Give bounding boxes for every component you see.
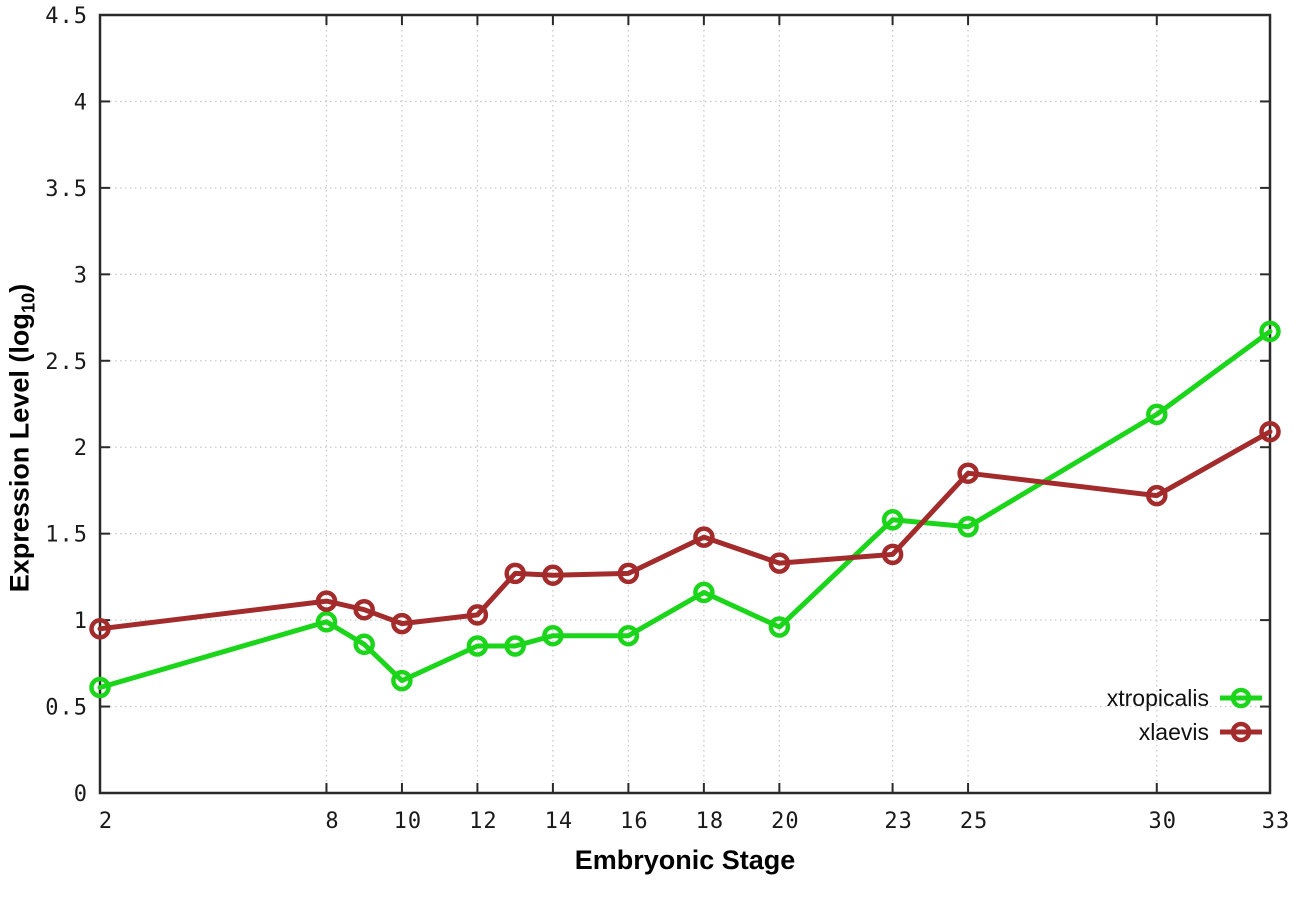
data-point-xlaevis xyxy=(768,552,791,574)
series-line-xlaevis xyxy=(97,429,1273,632)
y-tick-label: 1 xyxy=(74,609,88,634)
data-point-xtropicalis xyxy=(1146,403,1168,426)
x-axis-title: Embryonic Stage xyxy=(574,845,796,875)
data-point-xlaevis xyxy=(466,604,489,626)
data-point-xlaevis xyxy=(504,562,526,585)
x-tick-label: 33 xyxy=(1262,809,1291,834)
data-point-xlaevis xyxy=(542,564,564,586)
data-point-xtropicalis xyxy=(353,633,375,656)
x-tick-label: 12 xyxy=(469,809,498,834)
data-point-xlaevis xyxy=(693,526,715,548)
data-point-xlaevis xyxy=(353,598,375,621)
legend-label-xlaevis: xlaevis xyxy=(1138,718,1209,745)
data-point-xlaevis xyxy=(957,462,979,484)
x-tick-label: 2 xyxy=(99,809,113,834)
series-line-xtropicalis xyxy=(97,328,1273,690)
legend-sample-line-icon xyxy=(1220,687,1262,709)
data-point-xtropicalis xyxy=(391,669,413,692)
y-tick-label: 1.5 xyxy=(45,523,88,548)
y-axis-title-text: Expression Level (log xyxy=(4,313,35,593)
x-tick-label: 23 xyxy=(884,809,913,834)
data-point-xtropicalis xyxy=(89,676,111,699)
data-point-xtropicalis xyxy=(1259,320,1281,343)
y-tick-label: 2.5 xyxy=(45,350,88,375)
x-tick-label: 8 xyxy=(325,809,339,834)
x-tick-label: 14 xyxy=(545,809,574,834)
x-tick-label: 18 xyxy=(696,809,725,834)
y-tick-label: 0 xyxy=(74,782,88,807)
data-point-xtropicalis xyxy=(315,611,338,633)
data-point-xtropicalis xyxy=(504,635,526,657)
y-axis-title-subscript: 10 xyxy=(17,292,39,314)
y-tick-label: 2 xyxy=(74,436,88,461)
data-point-xtropicalis xyxy=(881,509,904,531)
y-tick-label: 0.5 xyxy=(45,696,88,721)
legend-item-xtropicalis: xtropicalis xyxy=(1107,682,1263,714)
legend-label-xtropicalis: xtropicalis xyxy=(1106,684,1209,711)
data-point-xtropicalis xyxy=(693,581,715,604)
data-point-xlaevis xyxy=(89,618,111,640)
data-point-xlaevis xyxy=(1146,484,1168,507)
data-point-xtropicalis xyxy=(466,635,489,657)
plot-border xyxy=(98,13,1272,795)
legend-sample-line-icon xyxy=(1220,721,1262,743)
data-point-xtropicalis xyxy=(617,624,640,647)
y-tick-label: 3.5 xyxy=(45,177,88,202)
data-point-xlaevis xyxy=(617,562,640,585)
y-axis-title: Expression Level (log10) xyxy=(4,284,39,593)
y-tick-label: 3 xyxy=(74,263,88,288)
x-tick-label: 10 xyxy=(394,809,423,834)
data-point-xtropicalis xyxy=(768,616,791,638)
y-tick-label: 4.5 xyxy=(45,4,88,29)
data-point-xlaevis xyxy=(1259,420,1281,443)
data-point-xlaevis xyxy=(391,612,413,635)
data-point-xtropicalis xyxy=(957,516,979,538)
data-point-xtropicalis xyxy=(542,624,564,647)
data-point-xlaevis xyxy=(881,543,904,566)
y-axis-title-close: ) xyxy=(4,283,35,293)
legend: xtropicalis xlaevis xyxy=(1107,682,1263,748)
x-tick-label: 20 xyxy=(771,809,800,834)
data-point-xlaevis xyxy=(315,590,338,612)
x-tick-label: 16 xyxy=(620,809,649,834)
legend-item-xlaevis: xlaevis xyxy=(1107,716,1263,748)
x-tick-label: 30 xyxy=(1149,809,1178,834)
y-tick-label: 4 xyxy=(74,90,88,115)
x-tick-label: 25 xyxy=(960,809,989,834)
